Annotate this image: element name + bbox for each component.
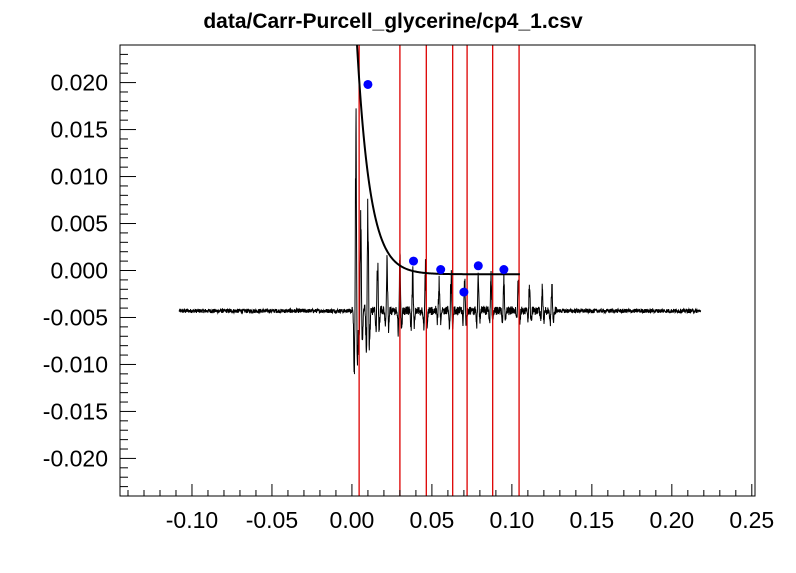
x-tick-label: 0.10 <box>489 507 534 533</box>
y-tick-label: -0.015 <box>43 398 108 424</box>
y-tick-label: -0.020 <box>43 445 108 471</box>
x-tick-label: -0.05 <box>246 507 298 533</box>
axes: -0.10 -0.05 0.00 0.05 0.10 0.15 0.20 0.25 0.020 0… <box>43 44 774 533</box>
data-point <box>499 265 509 275</box>
y-tick-label: 0.020 <box>50 70 108 96</box>
chart-title: data/Carr-Purcell_glycerine/cp4_1.csv <box>203 10 583 33</box>
x-tick-label: 0.05 <box>410 507 455 533</box>
plot-area <box>178 45 702 496</box>
x-tick-label: -0.10 <box>166 507 218 533</box>
y-tick-label: -0.005 <box>43 304 108 330</box>
plot-content <box>178 45 702 496</box>
fit-curve <box>356 45 520 276</box>
y-tick-label: 0.015 <box>50 117 108 143</box>
data-point <box>459 287 469 297</box>
y-tick-label: 0.000 <box>50 258 108 284</box>
y-tick-label: 0.005 <box>50 211 108 237</box>
x-tick-label: 0.20 <box>649 507 694 533</box>
y-tick-label: 0.010 <box>50 164 108 190</box>
signal-trace <box>178 108 702 375</box>
data-point <box>473 261 483 271</box>
y-tick-label: -0.010 <box>43 351 108 377</box>
data-point <box>436 265 446 275</box>
x-tick-label: 0.25 <box>729 507 774 533</box>
data-point <box>409 256 419 266</box>
data-point <box>363 79 373 89</box>
x-tick-label: 0.15 <box>569 507 614 533</box>
x-tick-label: 0.00 <box>330 507 375 533</box>
